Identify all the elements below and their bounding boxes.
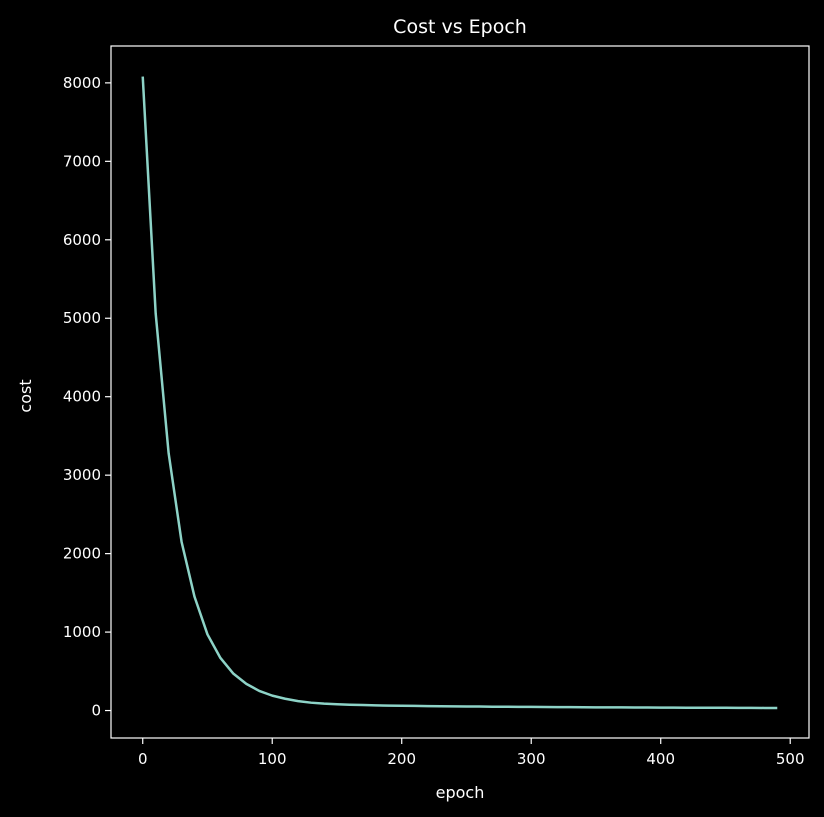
y-tick-label: 0 <box>91 702 101 720</box>
x-tick-label: 300 <box>517 750 546 768</box>
chart-title: Cost vs Epoch <box>393 16 527 38</box>
x-tick-label: 100 <box>258 750 287 768</box>
series-line <box>141 76 778 710</box>
ticks: 0 100 200 300 400 500010002000300040005000600… <box>63 74 805 768</box>
plot-frame <box>110 45 810 739</box>
y-tick-label: 1000 <box>63 623 101 641</box>
x-tick-label: 0 <box>138 750 148 768</box>
x-tick-label: 400 <box>646 750 675 768</box>
y-tick-label: 7000 <box>63 152 101 170</box>
x-axis-label: epoch <box>436 783 485 802</box>
y-tick-label: 3000 <box>63 466 101 484</box>
y-tick-label: 5000 <box>63 309 101 327</box>
y-tick-label: 8000 <box>63 74 101 92</box>
y-tick-label: 6000 <box>63 231 101 249</box>
y-tick-label: 2000 <box>63 545 101 563</box>
x-tick-label: 200 <box>387 750 416 768</box>
y-tick-label: 4000 <box>63 388 101 406</box>
y-axis-label: cost <box>16 379 35 412</box>
x-tick-label: 500 <box>776 750 805 768</box>
